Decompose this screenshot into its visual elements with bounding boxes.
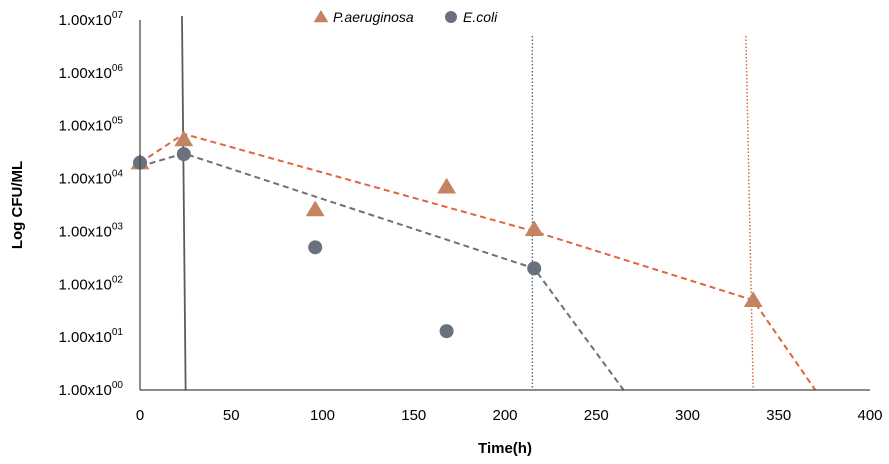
x-tick-label: 300 [675,407,700,424]
data-point [305,200,325,217]
x-tick-label: 400 [857,407,882,424]
legend-label: E.coli [463,9,498,25]
trendline [139,132,817,391]
x-tick-label: 250 [584,407,609,424]
tick-labels: 1.00x1000 1.00x1001 1.00x1002 1.00x1003 1.00… [58,10,882,424]
data-point [439,324,454,339]
data-point [527,261,542,276]
data-point [174,130,194,147]
y-tick-label: 1.00x1004 [58,169,123,188]
x-tick-label: 150 [401,407,426,424]
x-tick-label: 100 [310,407,335,424]
y-tick-label: 1.00x1000 [58,380,123,399]
vertical-lines [181,15,754,391]
x-tick-label: 50 [223,407,240,424]
axes [139,20,870,391]
legend-marker [445,11,457,23]
y-tick-label: 1.00x1001 [58,327,123,346]
legend-label: P.aeruginosa [333,9,414,25]
trendline [139,152,625,391]
x-tick-label: 0 [136,407,144,424]
x-tick-label: 200 [492,407,517,424]
legend-marker [313,10,329,23]
y-tick-label: 1.00x1003 [58,221,123,240]
trendlines [139,132,817,391]
data-point [524,220,544,236]
legend: P.aeruginosa E.coli [313,9,498,25]
y-tick-label: 1.00x1002 [58,274,123,293]
vertical-line [181,15,187,391]
data-points [130,130,763,339]
y-tick-label: 1.00x1006 [58,63,123,82]
y-tick-label: 1.00x1005 [58,116,123,135]
data-point [743,291,763,307]
data-point [437,177,457,194]
y-tick-label: 1.00x1007 [58,10,123,29]
x-tick-label: 350 [766,407,791,424]
y-axis-title: Log CFU/ML [9,161,26,249]
x-axis-title: Time(h) [478,440,532,457]
vertical-line [745,35,754,391]
data-point [308,240,323,255]
data-point [176,147,191,162]
